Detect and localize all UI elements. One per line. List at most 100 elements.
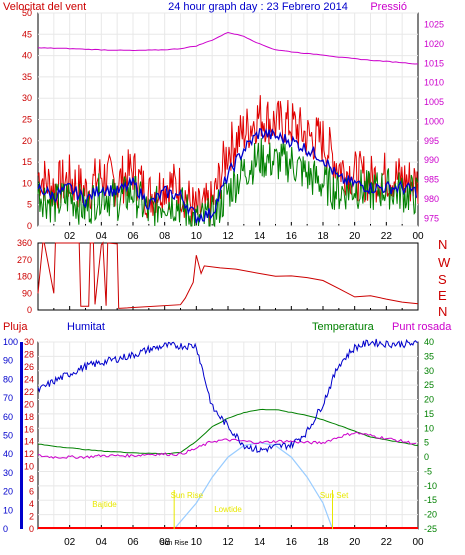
x-tick-label: 20 <box>349 537 361 548</box>
x-tick-label: 04 <box>96 537 108 548</box>
y-rain-tick-label: 8 <box>29 474 34 484</box>
y-temp-tick-label: -10 <box>424 481 437 491</box>
y-temp-tick-label: 20 <box>424 395 434 405</box>
compass-label: W <box>438 255 451 270</box>
x-tick-label: 10 <box>191 231 203 242</box>
x-tick-label: 08 <box>159 231 171 242</box>
y-rain-tick-label: 20 <box>24 399 34 409</box>
y-temp-tick-label: -20 <box>424 510 437 520</box>
y-humidity-tick-label: 0 <box>3 524 8 534</box>
x-tick-label: 06 <box>127 231 139 242</box>
dewpoint-title: Punt rosada <box>392 321 452 333</box>
y-left-tick-label: 10 <box>22 178 32 188</box>
y-right-tick-label: 985 <box>424 175 439 185</box>
x-tick-label: 08 <box>159 537 171 548</box>
humidity-temp-panel: 4035302520151050-5-10-15-20-250246810121… <box>3 337 437 548</box>
y-right-tick-label: 990 <box>424 155 439 165</box>
y-left-tick-label: 25 <box>22 115 32 125</box>
temperature-line <box>37 408 419 455</box>
humidity-axis-bar <box>20 342 23 529</box>
y-temp-tick-label: -5 <box>424 466 432 476</box>
y-rain-tick-label: 0 <box>29 524 34 534</box>
annotation-label: Sun Set <box>320 491 349 500</box>
annotation-label: Lowtide <box>214 505 242 514</box>
compass-label: S <box>438 272 447 287</box>
compass-label: N <box>438 304 447 319</box>
y-rain-tick-label: 30 <box>24 337 34 347</box>
y-rain-tick-label: 4 <box>29 499 34 509</box>
y-rain-tick-label: 10 <box>24 462 34 472</box>
wind-speed-line <box>37 95 419 227</box>
y-right-tick-label: 1020 <box>424 39 444 49</box>
wind-speed-title: Velocitat del vent <box>3 1 86 13</box>
y-left-tick-label: 45 <box>22 29 32 39</box>
y-left-tick-label: 40 <box>22 51 32 61</box>
temperature-title: Temperatura <box>312 321 375 333</box>
y-temp-tick-label: 40 <box>424 337 434 347</box>
x-tick-label: 16 <box>286 231 298 242</box>
humidity-title: Humitat <box>67 321 105 333</box>
x-tick-label: 20 <box>349 231 361 242</box>
y-left-tick-label: 15 <box>22 157 32 167</box>
y-temp-tick-label: 10 <box>424 423 434 433</box>
x-tick-label: 02 <box>64 231 76 242</box>
wind-direction-line <box>37 241 419 309</box>
x-tick-label: 12 <box>222 537 234 548</box>
y-humidity-tick-label: 30 <box>3 468 13 478</box>
y-left-tick-label: 35 <box>22 72 32 82</box>
y-rain-tick-label: 24 <box>24 374 34 384</box>
y-left-tick-label: 5 <box>27 200 32 210</box>
y-temp-tick-label: 0 <box>424 452 429 462</box>
y-rain-tick-label: 12 <box>24 449 34 459</box>
y-right-tick-label: 1010 <box>424 78 444 88</box>
y-right-tick-label: 1005 <box>424 97 444 107</box>
y-left-tick-label: 50 <box>22 8 32 18</box>
y-temp-tick-label: 30 <box>424 366 434 376</box>
x-tick-label: 10 <box>191 537 203 548</box>
y-humidity-tick-label: 10 <box>3 505 13 515</box>
x-tick-label: 18 <box>317 231 329 242</box>
dewpoint-line <box>37 431 417 460</box>
x-tick-label: 14 <box>254 537 266 548</box>
y-rain-tick-label: 16 <box>24 424 34 434</box>
pressure-line <box>37 31 419 65</box>
y-dir-tick-label: 90 <box>22 288 32 298</box>
y-right-tick-label: 1015 <box>424 58 444 68</box>
x-tick-label: 12 <box>222 231 234 242</box>
y-temp-tick-label: 35 <box>424 351 434 361</box>
y-left-tick-label: 20 <box>22 136 32 146</box>
x-tick-label: 22 <box>381 231 393 242</box>
annotation-label: Sun Rise <box>171 491 204 500</box>
y-dir-tick-label: 270 <box>17 255 32 265</box>
y-dir-tick-label: 180 <box>17 272 32 282</box>
y-temp-tick-label: -15 <box>424 495 437 505</box>
y-humidity-tick-label: 50 <box>3 431 13 441</box>
y-right-tick-label: 975 <box>424 213 439 223</box>
y-humidity-tick-label: 20 <box>3 487 13 497</box>
y-humidity-tick-label: 90 <box>3 356 13 366</box>
annotation-label: Bajtide <box>92 500 117 509</box>
x-tick-label: 22 <box>381 537 393 548</box>
y-rain-tick-label: 28 <box>24 349 34 359</box>
x-tick-label: 16 <box>286 537 298 548</box>
plot-frame <box>37 242 419 311</box>
y-humidity-tick-label: 100 <box>3 337 18 347</box>
y-right-tick-label: 980 <box>424 194 439 204</box>
pressure-title: Pressió <box>370 1 407 13</box>
x-tick-label: 00 <box>412 537 424 548</box>
y-humidity-tick-label: 60 <box>3 412 13 422</box>
x-tick-label: 18 <box>317 537 329 548</box>
y-dir-tick-label: 0 <box>27 305 32 315</box>
y-rain-tick-label: 22 <box>24 387 34 397</box>
y-temp-tick-label: 15 <box>424 409 434 419</box>
humidity-line <box>37 338 419 453</box>
compass-label: N <box>438 237 447 252</box>
y-rain-tick-label: 26 <box>24 362 34 372</box>
x-tick-label: 04 <box>96 231 108 242</box>
y-rain-tick-label: 14 <box>24 437 34 447</box>
x-tick-label: 02 <box>64 537 76 548</box>
y-left-tick-label: 30 <box>22 93 32 103</box>
compass-label: E <box>438 288 447 303</box>
